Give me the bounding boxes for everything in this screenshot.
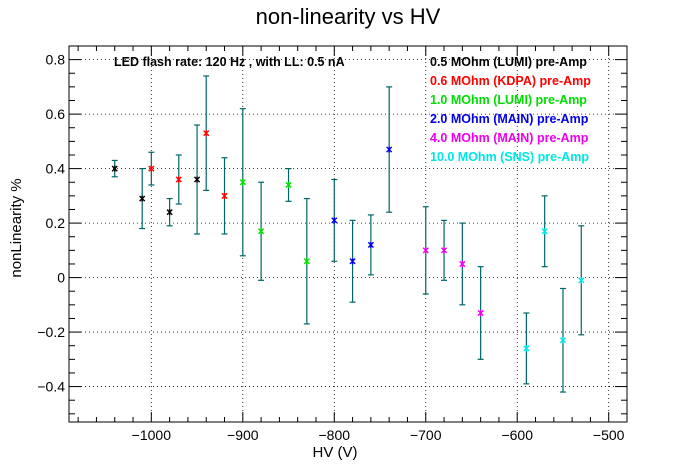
data-point [523, 312, 530, 385]
chart-title: non-linearity vs HV [256, 4, 441, 29]
plot-frame [68, 45, 628, 423]
data-point [193, 124, 201, 235]
data-point [541, 195, 548, 268]
data-point [258, 181, 265, 281]
axis-ticks: −1000 −900 −800 −700 −600 −500 −0.4 −0.2 0 0.2 0.4… [37, 45, 628, 443]
y-axis-label: nonLinearity % [8, 178, 25, 277]
data-point [367, 214, 374, 276]
data-point [148, 151, 155, 186]
y-tick-label: 0.6 [46, 106, 66, 122]
x-axis-label: HV (V) [313, 444, 358, 461]
data-point [440, 219, 448, 281]
y-tick-label: 0.4 [46, 161, 66, 177]
data-point [221, 157, 228, 235]
data-point [203, 75, 210, 192]
y-tick-label: −0.2 [37, 324, 65, 340]
legend-entry: 0.5 MOhm (LUMI) pre-Amp [430, 55, 587, 69]
data-point [239, 108, 246, 257]
data-point [578, 225, 585, 336]
x-tick-label: −500 [593, 427, 625, 443]
legend: 0.5 MOhm (LUMI) pre-Amp 0.6 MOhm (KDPA) p… [430, 55, 591, 164]
data-point [139, 168, 146, 230]
x-tick-label: −700 [410, 427, 442, 443]
y-tick-label: −0.4 [37, 379, 65, 395]
data-point [386, 86, 393, 213]
y-tick-label: 0 [57, 270, 65, 286]
x-tick-label: −900 [227, 427, 259, 443]
legend-entry: 2.0 MOhm (MAIN) pre-Amp [430, 112, 589, 126]
data-point [111, 159, 118, 178]
legend-entry: 4.0 MOhm (MAIN) pre-Amp [430, 131, 589, 145]
data-point [349, 219, 356, 303]
legend-entry: 10.0 MOhm (SNS) pre-Amp [430, 150, 589, 164]
data-point [459, 222, 466, 306]
data-point [175, 154, 182, 205]
data-point [166, 197, 173, 227]
legend-entry: 0.6 MOhm (KDPA) pre-Amp [430, 74, 591, 88]
x-tick-label: −800 [319, 427, 351, 443]
data-points [111, 75, 585, 393]
data-point [422, 206, 429, 295]
y-tick-label: 0.8 [46, 52, 66, 68]
data-point [285, 168, 292, 202]
data-point [331, 178, 338, 262]
annotation-text: LED flash rate: 120 Hz , with LL: 0.5 nA [114, 55, 345, 69]
legend-entry: 1.0 MOhm (LUMI) pre-Amp [430, 93, 587, 107]
data-point [559, 287, 567, 393]
x-tick-label: −1000 [132, 427, 172, 443]
data-point [477, 266, 484, 360]
y-tick-label: 0.2 [46, 215, 66, 231]
data-point [303, 197, 310, 325]
x-tick-label: −600 [501, 427, 533, 443]
